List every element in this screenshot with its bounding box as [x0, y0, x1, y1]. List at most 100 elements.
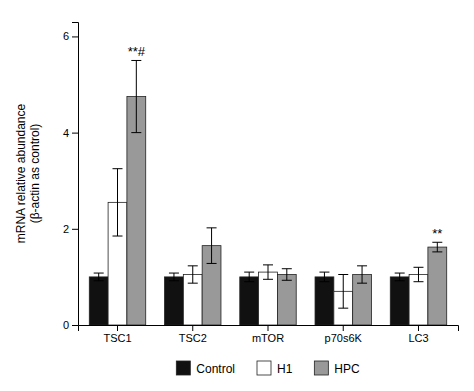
y-tick-mark — [72, 229, 78, 230]
y-tick-mark — [72, 133, 78, 134]
error-bar-stem — [117, 169, 118, 236]
legend-label: Control — [196, 362, 235, 376]
error-bar-cap — [131, 132, 141, 133]
y-tick-mark — [72, 325, 78, 326]
error-bar-stem — [399, 273, 400, 281]
error-bar — [338, 275, 348, 309]
error-bar-cap — [94, 273, 104, 274]
error-bar — [113, 169, 123, 236]
error-bar-stem — [192, 266, 193, 283]
error-bar-cap — [207, 263, 217, 264]
error-bar — [131, 60, 141, 132]
error-bar-stem — [437, 242, 438, 252]
bar — [390, 277, 409, 325]
error-bar-cap — [282, 280, 292, 281]
x-tick-label: LC3 — [408, 332, 428, 344]
x-tick: mTOR — [252, 325, 284, 344]
error-bar-cap — [413, 281, 423, 282]
error-bar-cap — [131, 60, 141, 61]
error-bar-cap — [207, 227, 217, 228]
error-bar-cap — [113, 168, 123, 169]
y-axis-title-line: (β-actin as control) — [28, 124, 42, 224]
y-tick-label: 2 — [63, 223, 69, 235]
x-tick-mark — [192, 325, 193, 331]
bar — [315, 277, 334, 325]
y-axis-title: mRNA relative abundance(β-actin as contr… — [14, 103, 42, 243]
error-bar — [413, 267, 423, 281]
x-tick-mark — [268, 325, 269, 331]
error-bar-cap — [357, 265, 367, 266]
error-bar-cap — [113, 236, 123, 237]
legend-item: H1 — [257, 361, 293, 376]
x-tick-label: TSC2 — [179, 332, 207, 344]
error-bar-stem — [362, 266, 363, 283]
error-bar-cap — [319, 272, 329, 273]
error-bar-cap — [319, 281, 329, 282]
y-tick-label: 0 — [63, 319, 69, 331]
y-tick: 0 — [63, 319, 78, 331]
error-bar-stem — [249, 272, 250, 282]
error-bar — [244, 272, 254, 282]
legend: Control H1 HPC — [176, 361, 360, 376]
error-bar-cap — [338, 274, 348, 275]
y-tick: 4 — [63, 127, 78, 139]
x-tick: LC3 — [408, 325, 428, 344]
x-tick: p70s6K — [325, 325, 363, 344]
error-bar-cap — [263, 279, 273, 280]
error-bar-cap — [94, 280, 104, 281]
bar-series — [127, 60, 447, 325]
error-bar — [188, 266, 198, 283]
error-bar — [169, 273, 179, 281]
marks — [89, 60, 446, 325]
plot: 0 2 4 6 TSC1 TSC2 mTOR p70s6K LC3 mRNA relative a… — [14, 23, 459, 344]
x-tick-label: p70s6K — [325, 332, 363, 344]
error-bar — [94, 273, 104, 281]
error-bar — [207, 228, 217, 264]
error-bar-cap — [188, 283, 198, 284]
error-bar-stem — [98, 273, 99, 281]
error-bar-cap — [263, 264, 273, 265]
y-axis-title-line: mRNA relative abundance — [14, 103, 28, 243]
y-tick-label: 4 — [63, 127, 69, 139]
y-tick: 6 — [63, 30, 78, 42]
chart: 0 2 4 6 TSC1 TSC2 mTOR p70s6K LC3 mRNA relative a… — [0, 0, 474, 391]
y-tick-mark — [72, 36, 78, 37]
error-bar — [432, 242, 442, 252]
x-tick-mark — [343, 325, 344, 331]
error-bar-stem — [286, 269, 287, 281]
bar — [277, 275, 296, 326]
x-axis-line — [79, 326, 459, 332]
error-bar-stem — [268, 265, 269, 279]
bar — [240, 277, 259, 325]
error-bar-stem — [136, 60, 137, 132]
x-tick: TSC2 — [179, 325, 207, 344]
error-bar-cap — [413, 267, 423, 268]
bar — [259, 272, 278, 325]
error-bar-cap — [169, 280, 179, 281]
x-axis: TSC1 TSC2 mTOR p70s6K LC3 — [79, 325, 459, 344]
error-bar-cap — [338, 308, 348, 309]
error-bar-cap — [432, 251, 442, 252]
bar-series — [108, 169, 428, 325]
error-bar-stem — [343, 275, 344, 309]
error-bar-cap — [432, 242, 442, 243]
error-bar — [282, 269, 292, 281]
legend-label: H1 — [277, 362, 293, 376]
bar — [165, 277, 184, 325]
x-tick-mark — [117, 325, 118, 331]
legend-item: HPC — [314, 361, 360, 376]
bar — [428, 247, 447, 325]
x-tick: TSC1 — [103, 325, 131, 344]
x-tick-mark — [418, 325, 419, 331]
legend-label: HPC — [334, 362, 360, 376]
error-bar-cap — [282, 268, 292, 269]
error-bar-cap — [169, 273, 179, 274]
x-tick-label: mTOR — [252, 332, 284, 344]
error-bar-cap — [244, 281, 254, 282]
error-bar — [263, 265, 273, 279]
error-bar-stem — [324, 272, 325, 282]
annotation: ** — [432, 226, 442, 241]
error-bar — [319, 272, 329, 282]
error-bar — [395, 273, 405, 281]
legend-swatch — [176, 361, 190, 375]
